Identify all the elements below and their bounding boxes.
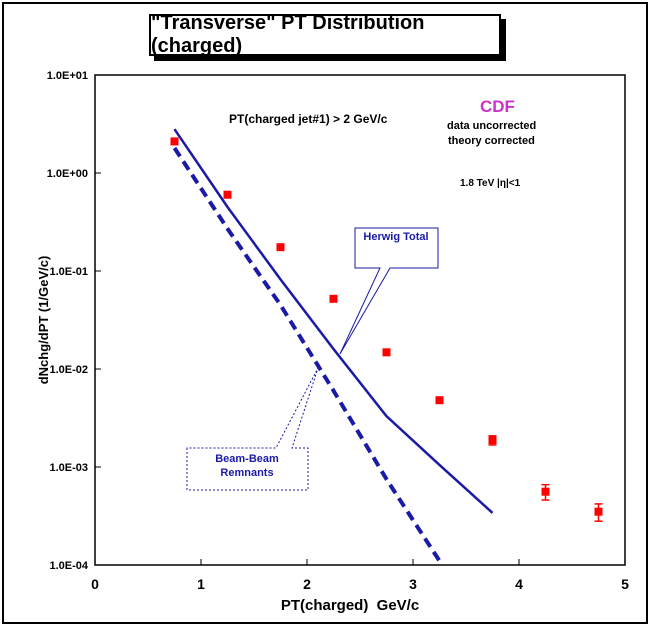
data-note: data uncorrected [447,120,537,132]
data-point [541,487,550,496]
y-tick-label: 1.0E-03 [49,462,88,474]
beam-beam-remnants-curve [172,146,442,562]
x-tick-label: 2 [303,576,311,592]
x-axis-label: PT(charged) GeV/c [281,597,419,614]
bbr-callout-box [186,367,319,491]
chart-title: "Transverse" PT Distribution (charged) [149,12,501,57]
energy-annotation: 1.8 TeV |η|<1 [460,178,521,189]
y-axis-label: dNchg/dPT (1/GeV/c) [36,256,51,385]
data-point [329,294,338,303]
x-tick-label: 0 [91,576,99,592]
bbr-callout-label-line2: Remnants [220,467,273,479]
data-point [435,396,444,405]
data-points [170,137,603,522]
x-tick-label: 4 [515,576,523,592]
theory-note: theory corrected [448,135,535,147]
experiment-label: CDF [480,97,515,116]
callouts: Herwig Total Beam-Beam Remnants [186,227,439,491]
data-point [382,348,391,357]
data-point [276,243,285,252]
bbr-callout-label-line1: Beam-Beam [215,453,279,465]
data-point [594,507,603,516]
y-tick-label: 1.0E+00 [47,168,88,180]
data-point [223,190,232,199]
theory-curves [172,128,494,562]
y-axis-ticks: 1.0E-04 1.0E-03 1.0E-02 1.0E-01 1.0E+00 1.0E+… [47,70,101,572]
herwig-callout-label: Herwig Total [363,231,428,243]
x-tick-label: 1 [197,576,205,592]
data-point [170,137,179,146]
x-tick-label: 3 [409,576,417,592]
cut-annotation: PT(charged jet#1) > 2 GeV/c [229,112,388,126]
y-tick-label: 1.0E+01 [47,70,88,82]
plot-area [94,74,626,566]
y-tick-label: 1.0E-04 [49,560,88,572]
y-tick-label: 1.0E-02 [49,364,88,376]
x-tick-label: 5 [621,576,629,592]
chart-frame [2,2,648,624]
herwig-callout-box [339,227,439,355]
y-tick-label: 1.0E-01 [49,266,88,278]
herwig-total-curve [173,128,494,514]
x-axis-ticks: 0 1 2 3 4 5 [91,559,629,592]
data-point [488,436,497,445]
